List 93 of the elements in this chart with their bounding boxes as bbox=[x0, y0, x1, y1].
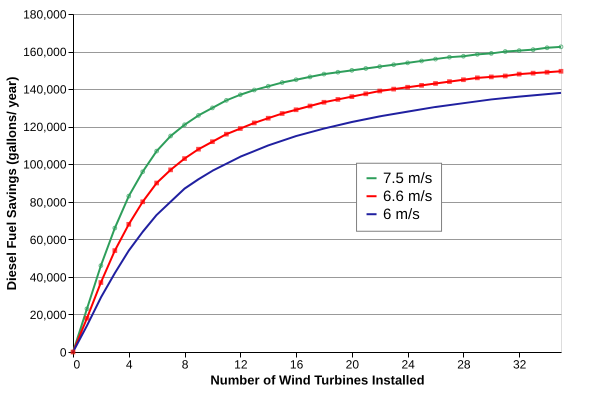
y-tick-label: 80,000 bbox=[30, 195, 67, 210]
point bbox=[182, 156, 187, 161]
legend-label: 7.5 m/s bbox=[383, 170, 432, 188]
point bbox=[530, 70, 536, 76]
x-axis-title: Number of Wind Turbines Installed bbox=[210, 372, 425, 388]
legend-label: 6 m/s bbox=[383, 206, 420, 224]
point bbox=[405, 84, 410, 90]
point bbox=[447, 54, 452, 60]
point bbox=[363, 66, 368, 71]
point bbox=[419, 83, 424, 88]
point bbox=[84, 306, 90, 312]
point bbox=[126, 222, 132, 227]
x-tick-label: 32 bbox=[512, 358, 527, 372]
y-tick-label: 40,000 bbox=[30, 270, 67, 284]
point bbox=[154, 148, 160, 154]
y-tick-label: 0 bbox=[60, 346, 67, 360]
point bbox=[140, 199, 146, 204]
point bbox=[126, 194, 132, 199]
point bbox=[405, 60, 410, 66]
point bbox=[488, 74, 494, 80]
y-tick-label: 100,000 bbox=[23, 158, 67, 172]
point bbox=[266, 84, 271, 89]
point bbox=[516, 48, 522, 53]
point bbox=[308, 74, 312, 80]
x-tick-label: 8 bbox=[182, 358, 189, 372]
point bbox=[322, 100, 326, 105]
point bbox=[336, 97, 340, 102]
point bbox=[294, 107, 298, 112]
y-axis-title: Diesel Fuel Savings (gallons/ year) bbox=[4, 76, 20, 290]
y-tick-label: 160,000 bbox=[23, 45, 67, 60]
point bbox=[266, 116, 271, 121]
point bbox=[461, 54, 466, 59]
x-tick-label: 12 bbox=[234, 358, 248, 372]
x-tick-label: 4 bbox=[126, 358, 133, 372]
legend-label: 6.6 m/s bbox=[383, 188, 432, 206]
point bbox=[433, 81, 438, 86]
point bbox=[530, 47, 536, 52]
point bbox=[391, 86, 396, 92]
point bbox=[210, 139, 215, 144]
y-tick-label: 180,000 bbox=[23, 8, 67, 22]
point bbox=[544, 70, 550, 75]
point bbox=[280, 80, 285, 85]
point bbox=[210, 106, 215, 110]
point bbox=[322, 72, 326, 76]
point bbox=[544, 45, 550, 50]
point bbox=[461, 77, 466, 82]
point bbox=[474, 52, 480, 57]
y-tick-label: 140,000 bbox=[23, 82, 67, 97]
point bbox=[502, 74, 508, 78]
y-tick-label: 60,000 bbox=[30, 232, 67, 247]
point bbox=[84, 316, 90, 321]
point bbox=[433, 56, 438, 62]
point bbox=[196, 146, 201, 152]
x-tick-label: 24 bbox=[401, 358, 416, 372]
point bbox=[238, 92, 243, 98]
point bbox=[363, 91, 368, 96]
y-tick-label: 20,000 bbox=[30, 308, 67, 322]
point bbox=[238, 126, 243, 131]
point bbox=[224, 132, 229, 137]
point bbox=[391, 62, 396, 68]
point bbox=[502, 49, 508, 54]
x-tick-label: 28 bbox=[457, 358, 471, 372]
point bbox=[280, 111, 284, 116]
x-tick-label: 20 bbox=[346, 358, 360, 372]
point bbox=[168, 168, 173, 172]
x-tick-label: 16 bbox=[290, 358, 304, 372]
point bbox=[350, 94, 354, 99]
point bbox=[447, 79, 452, 84]
point bbox=[224, 98, 229, 103]
point bbox=[98, 263, 104, 268]
point bbox=[112, 248, 118, 253]
point bbox=[182, 122, 187, 128]
point bbox=[252, 88, 257, 92]
point bbox=[308, 104, 312, 108]
point bbox=[475, 76, 480, 80]
point bbox=[168, 134, 173, 138]
point bbox=[112, 226, 118, 230]
y-tick-label: 120,000 bbox=[23, 120, 67, 134]
point bbox=[377, 64, 382, 69]
point bbox=[419, 58, 424, 64]
point bbox=[140, 169, 146, 174]
point bbox=[294, 77, 298, 82]
point bbox=[377, 88, 382, 94]
point bbox=[196, 113, 201, 118]
point bbox=[349, 68, 354, 73]
point bbox=[516, 72, 522, 76]
point bbox=[98, 280, 104, 285]
point bbox=[558, 68, 564, 74]
point bbox=[154, 180, 159, 186]
point bbox=[336, 70, 340, 75]
point bbox=[488, 51, 494, 56]
point bbox=[252, 120, 257, 126]
x-tick-label: 0 bbox=[74, 358, 80, 372]
